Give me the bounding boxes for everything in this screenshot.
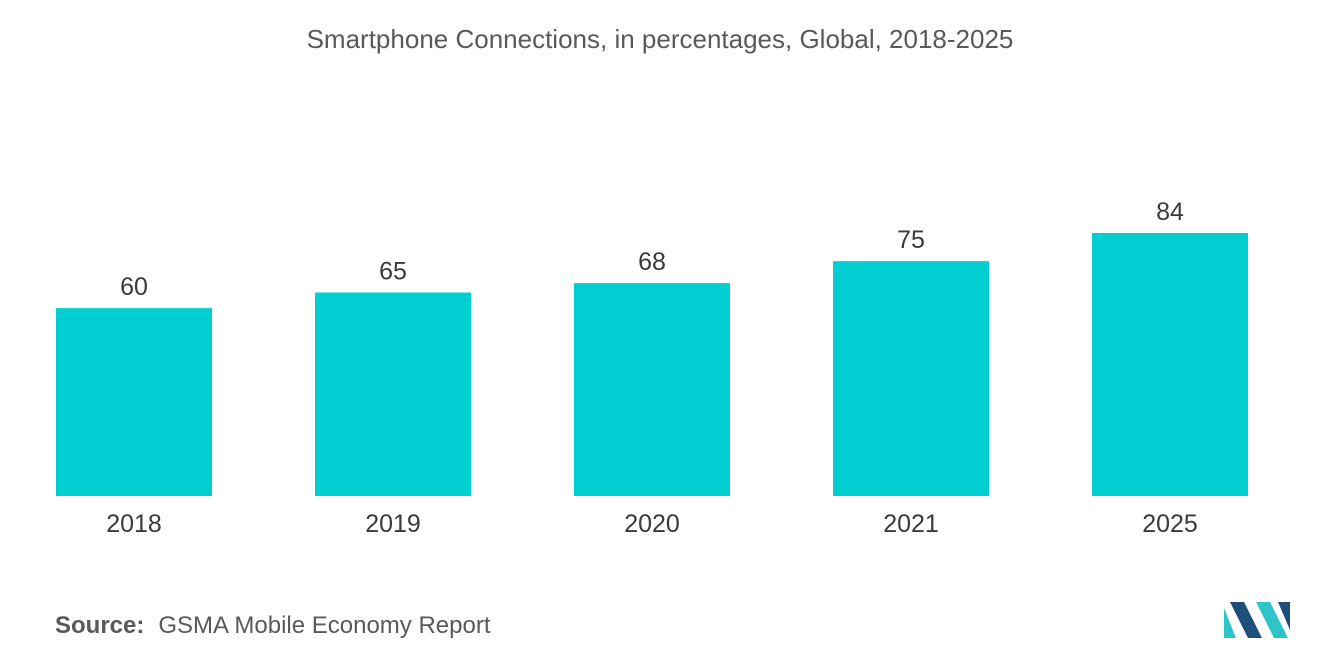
logo-shape-right — [1256, 602, 1288, 638]
bar-value-label-2021: 75 — [897, 226, 925, 254]
bar-2020 — [574, 283, 730, 496]
logo-shape-left — [1224, 608, 1236, 638]
x-tick-label-2021: 2021 — [883, 510, 939, 538]
bar-value-label-2019: 65 — [379, 257, 407, 285]
bars-layer: 60 2018 65 2019 68 2020 75 2021 84 2025 — [56, 198, 1248, 538]
bar-chart: 60 2018 65 2019 68 2020 75 2021 84 2025 — [56, 198, 1248, 538]
bar-2021 — [833, 261, 989, 496]
mordor-intelligence-logo-icon — [1224, 602, 1290, 638]
chart-title: Smartphone Connections, in percentages, … — [306, 24, 1014, 54]
source-note: Source: GSMA Mobile Economy Report — [55, 612, 491, 640]
bar-2018 — [56, 308, 212, 496]
x-tick-label-2019: 2019 — [365, 510, 421, 538]
logo-shape-end — [1278, 602, 1290, 630]
x-tick-label-2018: 2018 — [106, 510, 162, 538]
bar-2019 — [315, 292, 471, 496]
bar-value-label-2020: 68 — [638, 248, 666, 276]
logo-shape-mid — [1230, 602, 1262, 638]
x-tick-label-2020: 2020 — [624, 510, 680, 538]
x-tick-label-2025: 2025 — [1142, 510, 1198, 538]
source-label: Source: — [55, 612, 145, 639]
bar-value-label-2025: 84 — [1156, 198, 1184, 226]
bar-value-label-2018: 60 — [120, 273, 148, 301]
bar-2025 — [1092, 233, 1248, 496]
source-text: GSMA Mobile Economy Report — [158, 612, 491, 639]
